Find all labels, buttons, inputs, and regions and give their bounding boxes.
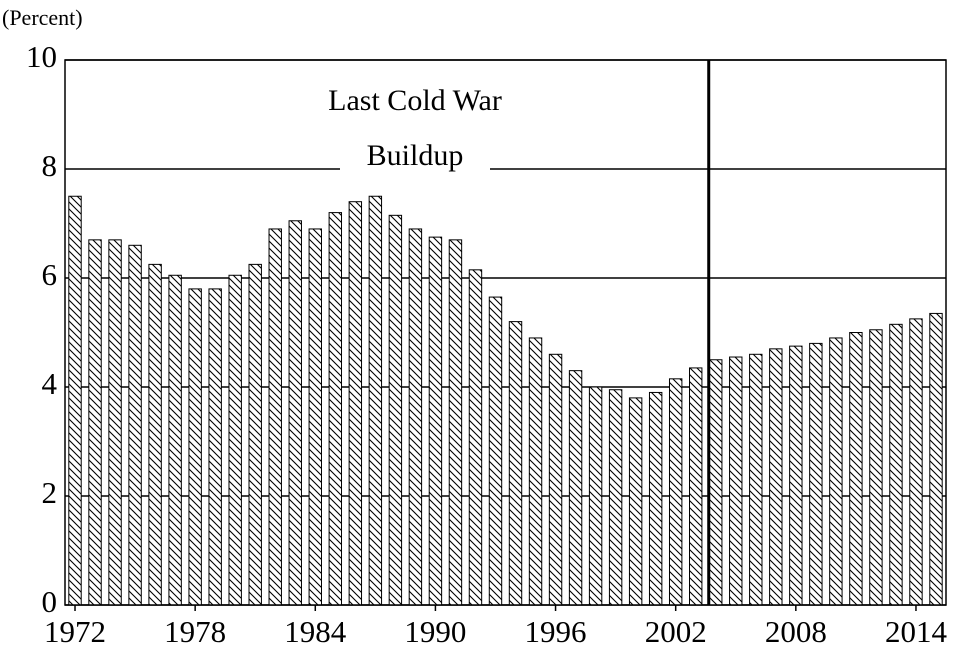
y-tick-label: 10 [26,39,57,74]
bar [608,389,623,606]
bar [769,348,783,606]
x-tick-label: 2008 [765,614,827,649]
x-tick-label: 2002 [645,614,707,649]
bar [368,195,383,606]
bar [548,353,563,606]
bar [348,201,363,606]
bar [328,212,343,606]
bar [188,288,202,606]
x-tick-label: 2014 [885,614,948,649]
bar [208,288,222,606]
annotation-backing [340,149,490,189]
bar [168,274,182,606]
bar [749,353,763,606]
x-tick-label: 1984 [284,614,347,649]
annotation: Buildup [367,139,464,172]
annotation: Last Cold War [328,84,502,117]
bar [268,228,282,606]
bar [909,318,923,606]
bar [128,244,142,606]
bar [308,228,322,606]
bar [709,359,723,606]
bar [68,195,82,606]
bar [388,214,403,606]
bar [528,337,543,606]
bar [809,342,823,606]
bar [108,239,122,606]
x-tick-label: 1972 [44,614,106,649]
bar [829,337,843,606]
bar [929,312,943,606]
y-axis-label: (Percent) [2,5,83,30]
bar [248,263,262,606]
y-tick-label: 0 [42,584,58,619]
bar [668,378,683,606]
bar [408,228,423,606]
bar [228,274,242,606]
bar [889,323,903,606]
bar [488,296,503,606]
bar [648,391,663,606]
bar [468,269,483,606]
y-tick-label: 2 [42,475,58,510]
bar [869,329,883,606]
bar [428,236,443,606]
x-tick-label: 1996 [525,614,587,649]
bar [789,345,803,606]
bar [588,386,603,606]
bar [729,356,743,606]
bar [689,367,703,606]
plot-frame [64,59,947,606]
y-tick-label: 4 [42,366,58,401]
bar [148,263,162,606]
bar [628,397,643,606]
y-tick-label: 8 [42,148,58,183]
x-tick-label: 1978 [164,614,226,649]
x-tick-label: 1990 [404,614,466,649]
bar [448,239,463,606]
bar [508,321,523,606]
y-tick-label: 6 [42,257,58,292]
bar [288,220,302,606]
bar [88,239,102,606]
bar [849,332,863,606]
bar [568,370,583,606]
